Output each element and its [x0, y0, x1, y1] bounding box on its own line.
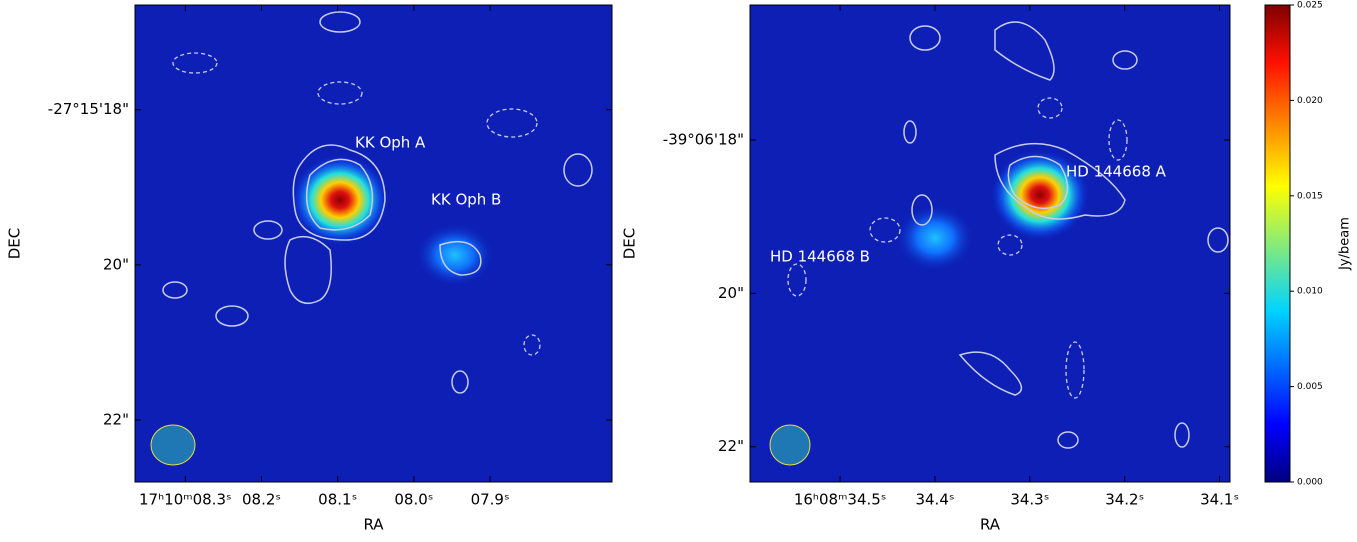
- contour: [292, 144, 386, 241]
- y-tick-label: 22": [718, 437, 744, 455]
- colorbar-tick-label: 0.005: [1297, 382, 1323, 392]
- source-label: KK Oph B: [431, 191, 501, 209]
- contour: [1007, 155, 1069, 210]
- contour: [1037, 97, 1063, 119]
- contour: [787, 263, 807, 297]
- contour: [1057, 431, 1079, 449]
- x-tick-label: 07.9ˢ: [471, 491, 510, 509]
- contour: [172, 52, 218, 74]
- contour: [1065, 341, 1085, 399]
- contour: [1108, 119, 1128, 161]
- source: [990, 149, 1090, 241]
- contour: [305, 158, 374, 231]
- contour: [958, 351, 1023, 396]
- y-tick-label: 20": [103, 255, 129, 273]
- x-axis-label: RA: [363, 516, 384, 534]
- contour: [994, 142, 1126, 220]
- contour: [486, 108, 538, 138]
- y-tick-label: 22": [103, 410, 129, 428]
- y-axis-label: DEC: [6, 228, 24, 260]
- colorbar: [1264, 4, 1291, 483]
- panel-right: [749, 4, 1231, 483]
- y-tick-label: -27°15'18": [48, 100, 129, 118]
- contour: [997, 234, 1023, 256]
- x-tick-label: 08.0ˢ: [394, 491, 433, 509]
- image-frame: [749, 4, 1231, 483]
- contour: [869, 217, 901, 243]
- x-tick-label: 34.4ˢ: [915, 491, 954, 509]
- contour: [284, 235, 332, 305]
- y-tick-label: 20": [718, 284, 744, 302]
- contour: [451, 370, 469, 394]
- colorbar-label: Jy/beam: [1338, 217, 1353, 271]
- y-tick-label: -39°06'18": [663, 130, 744, 148]
- contour: [215, 305, 249, 327]
- contour: [911, 194, 933, 226]
- image-frame: [134, 4, 613, 483]
- beam: [150, 424, 196, 466]
- contour: [439, 240, 482, 276]
- contour: [317, 81, 363, 105]
- x-axis-label: RA: [980, 516, 1001, 534]
- x-tick-label: 34.3ˢ: [1010, 491, 1049, 509]
- x-tick-label: 16ʰ08ᵐ34.5ˢ: [794, 491, 887, 509]
- source: [415, 223, 495, 287]
- panel-left: [134, 4, 613, 483]
- source-label: HD 144668 A: [1066, 163, 1167, 181]
- contour: [994, 21, 1055, 81]
- source: [290, 154, 390, 246]
- x-tick-label: 08.2ˢ: [242, 491, 281, 509]
- contour: [1207, 227, 1229, 253]
- contour: [319, 11, 361, 33]
- colorbar-tick-label: 0.010: [1297, 287, 1323, 297]
- contour: [1174, 422, 1190, 448]
- beam: [769, 424, 811, 466]
- contour: [563, 153, 593, 187]
- source-label: HD 144668 B: [770, 248, 870, 266]
- source: [895, 204, 975, 272]
- y-axis-label: DEC: [621, 228, 639, 260]
- contour: [523, 334, 541, 356]
- contour: [253, 220, 283, 240]
- colorbar-tick-label: 0.020: [1297, 96, 1323, 106]
- colorbar-tick-label: 0.000: [1297, 478, 1323, 488]
- contour: [903, 120, 917, 144]
- x-tick-label: 17ʰ10ᵐ08.3ˢ: [139, 491, 232, 509]
- x-tick-label: 08.1ˢ: [318, 491, 357, 509]
- x-tick-label: 34.1ˢ: [1200, 491, 1239, 509]
- colorbar-tick-label: 0.015: [1297, 191, 1323, 201]
- contour: [1112, 50, 1138, 70]
- contour: [162, 281, 188, 299]
- x-tick-label: 34.2ˢ: [1105, 491, 1144, 509]
- source-label: KK Oph A: [355, 134, 426, 152]
- contour: [909, 25, 941, 51]
- colorbar-tick-label: 0.025: [1297, 1, 1323, 11]
